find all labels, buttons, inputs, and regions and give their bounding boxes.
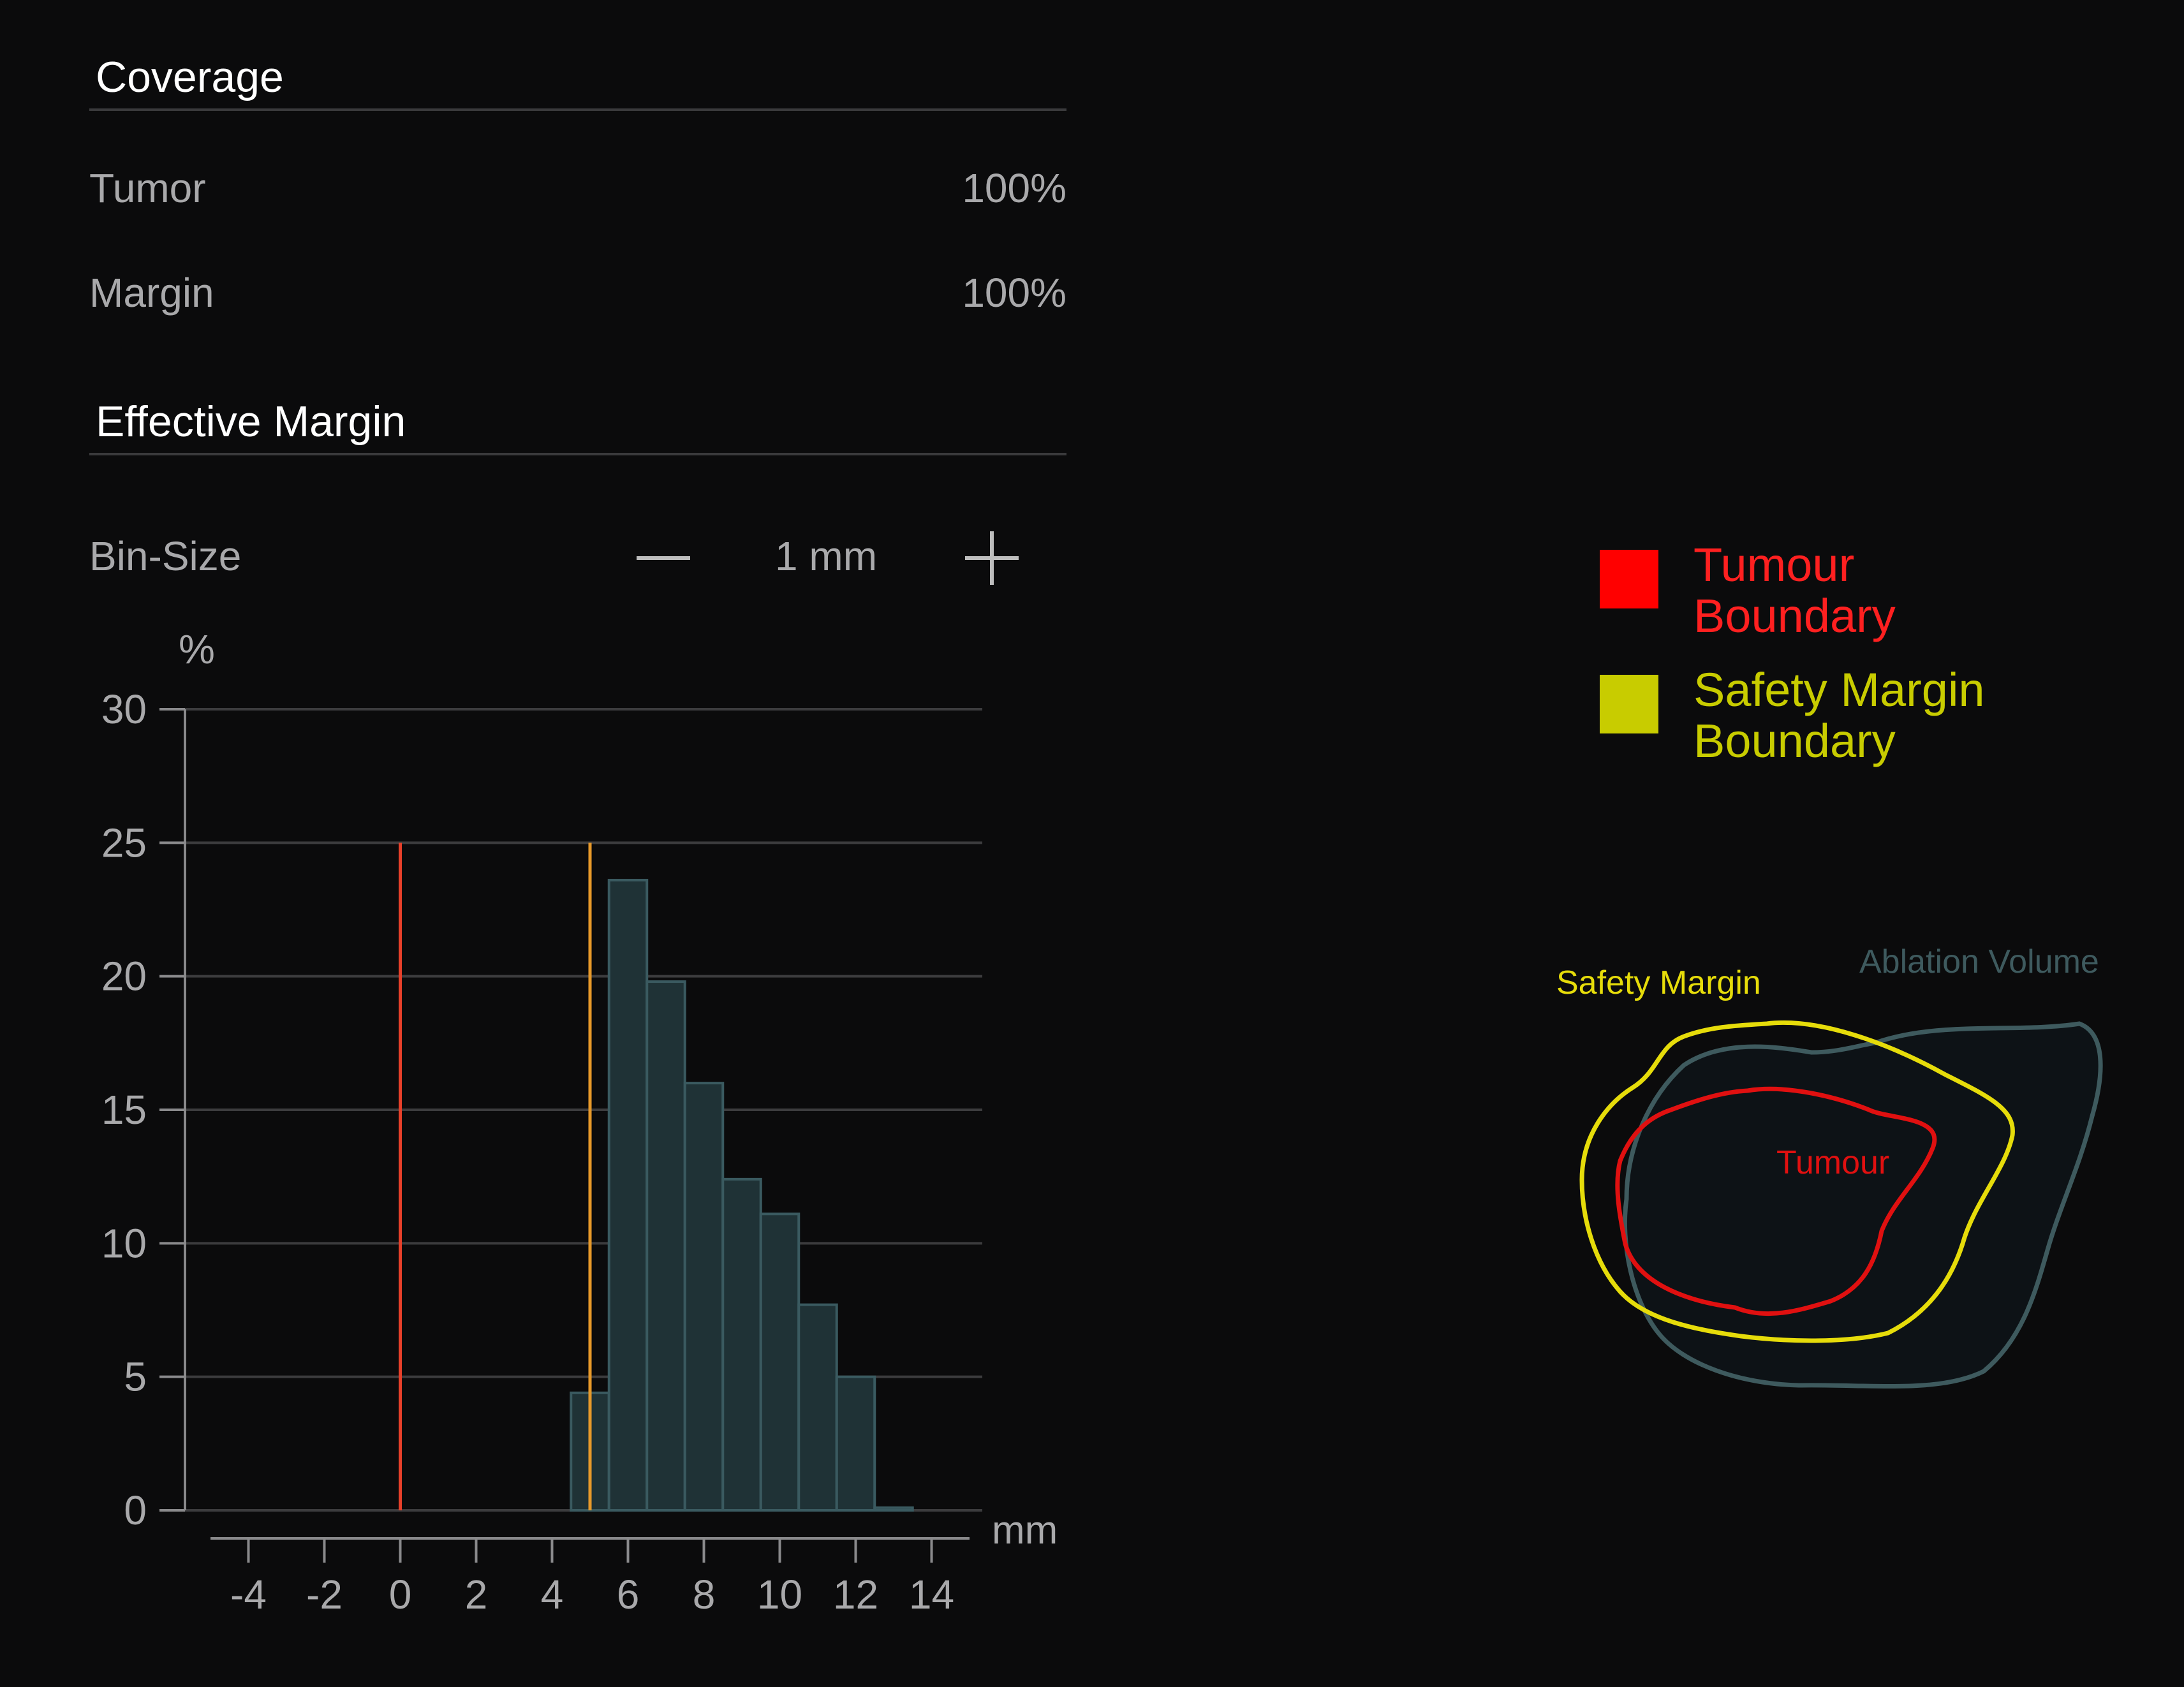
tumour-boundary-legend-line1: Tumour xyxy=(1693,538,1855,591)
histogram-bar xyxy=(646,980,686,1512)
safety-margin-boundary-legend-line2: Boundary xyxy=(1693,714,1896,767)
coverage-tumor-label: Tumor xyxy=(89,165,206,211)
y-tick-label: 30 xyxy=(101,686,147,732)
histogram-bar xyxy=(835,1375,876,1512)
tumour-diagram-label: Tumour xyxy=(1776,1144,1889,1181)
histogram-bar xyxy=(759,1212,801,1512)
chart-bars xyxy=(570,878,914,1512)
contour-diagram: Safety Margin Ablation Volume Tumour xyxy=(1556,943,2103,1389)
x-tick-label: 6 xyxy=(617,1572,640,1617)
y-tick-label: 0 xyxy=(124,1487,147,1533)
ablation-volume-diagram-label: Ablation Volume xyxy=(1859,943,2099,980)
safety-margin-boundary-swatch xyxy=(1600,675,1658,733)
safety-margin-diagram-label: Safety Margin xyxy=(1556,964,1761,1001)
x-tick-label: 8 xyxy=(693,1572,716,1617)
safety-margin-boundary-legend-line1: Safety Margin xyxy=(1693,663,1985,716)
bin-size-decrease-button[interactable] xyxy=(631,536,695,580)
safety-margin-boundary-legend: Safety Margin Boundary xyxy=(1693,665,1985,767)
tumour-boundary-legend: Tumour Boundary xyxy=(1693,540,1896,642)
ablation-volume-contour xyxy=(1622,1021,2103,1389)
safety-margin-contour xyxy=(1579,1020,2015,1343)
y-axis-label: % xyxy=(179,626,215,672)
chart-axes: 0 5 10 15 20 25 30 -4 -2 0 2 4 6 8 10 12 14 xyxy=(101,686,970,1617)
plus-icon xyxy=(965,531,1019,585)
y-tick-label: 15 xyxy=(101,1087,147,1133)
coverage-title: Coverage xyxy=(96,53,284,101)
histogram-bar xyxy=(797,1303,838,1512)
y-tick-label: 20 xyxy=(101,954,147,999)
x-tick-label: 14 xyxy=(909,1572,954,1617)
coverage-tumor-value: 100% xyxy=(962,165,1066,211)
x-tick-label: -4 xyxy=(230,1572,267,1617)
histogram-bar xyxy=(683,1082,725,1512)
bin-size-label: Bin-Size xyxy=(89,533,242,579)
tumour-contour xyxy=(1615,1086,1937,1316)
histogram-bar xyxy=(873,1506,914,1512)
y-tick-label: 5 xyxy=(124,1354,147,1400)
tumour-boundary-legend-line2: Boundary xyxy=(1693,589,1896,642)
bin-size-value: 1 mm xyxy=(775,533,877,579)
x-tick-label: -2 xyxy=(306,1572,343,1617)
x-tick-label: 0 xyxy=(389,1572,412,1617)
effective-margin-divider xyxy=(89,453,1066,455)
y-tick-label: 25 xyxy=(101,820,147,866)
effective-margin-histogram: 0 5 10 15 20 25 30 -4 -2 0 2 4 6 8 10 12 14 % mm xyxy=(101,626,1058,1617)
x-tick-label: 10 xyxy=(757,1572,802,1617)
histogram-bar xyxy=(721,1177,762,1512)
x-axis-label: mm xyxy=(992,1508,1058,1552)
coverage-margin-label: Margin xyxy=(89,270,214,316)
x-tick-label: 2 xyxy=(465,1572,488,1617)
chart-markers xyxy=(399,843,592,1510)
effective-margin-title: Effective Margin xyxy=(96,397,406,446)
y-tick-label: 10 xyxy=(101,1220,147,1266)
tumour-boundary-swatch xyxy=(1600,550,1658,608)
x-tick-label: 12 xyxy=(833,1572,878,1617)
bin-size-increase-button[interactable] xyxy=(960,526,1024,590)
histogram-bar xyxy=(607,878,649,1512)
coverage-margin-value: 100% xyxy=(962,270,1066,316)
x-tick-label: 4 xyxy=(541,1572,564,1617)
minus-icon xyxy=(637,556,690,560)
coverage-divider xyxy=(89,108,1066,111)
